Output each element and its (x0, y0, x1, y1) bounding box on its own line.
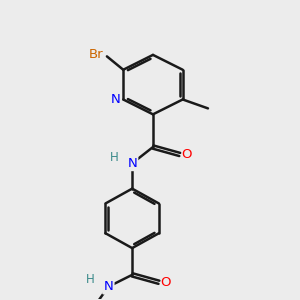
Text: O: O (181, 148, 191, 161)
Text: Br: Br (89, 48, 104, 62)
Text: N: N (127, 157, 137, 170)
Text: H: H (86, 273, 95, 286)
Text: N: N (103, 280, 113, 293)
Text: H: H (110, 151, 119, 164)
Text: O: O (160, 276, 171, 289)
Text: N: N (111, 93, 121, 106)
